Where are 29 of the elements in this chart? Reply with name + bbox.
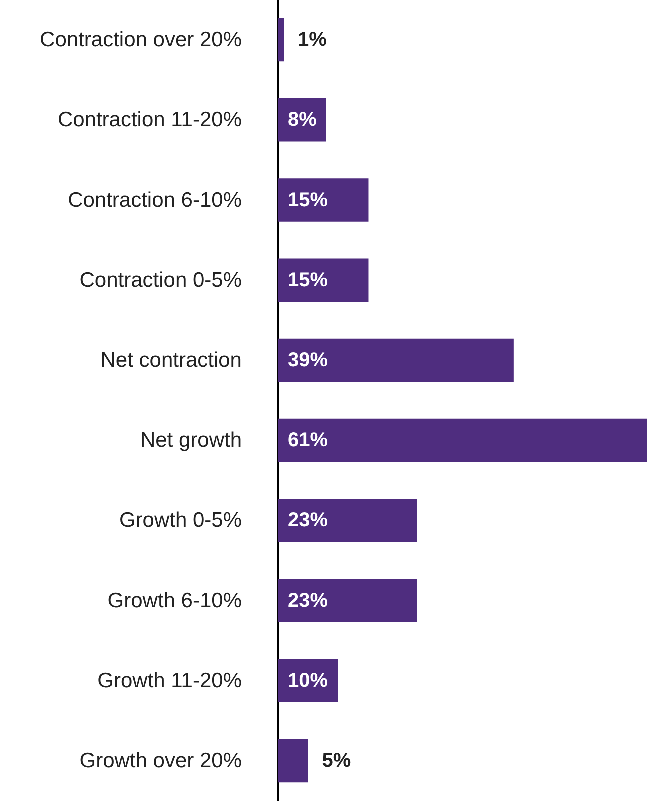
y-tick-label: Growth 11-20% <box>98 669 242 692</box>
y-tick-label: Growth 6-10% <box>108 589 242 612</box>
data-label: 8% <box>288 109 318 132</box>
y-tick-label: Contraction 11-20% <box>58 108 242 132</box>
bar <box>278 258 369 302</box>
y-tick-label: Growth over 20% <box>80 749 242 772</box>
data-label: 39% <box>288 349 328 372</box>
data-label: 10% <box>288 670 328 692</box>
y-tick-label: Net growth <box>140 429 242 452</box>
data-label: 15% <box>288 269 328 292</box>
bar <box>278 499 418 542</box>
bar <box>278 579 418 622</box>
data-label: 15% <box>288 189 328 212</box>
data-label: 5% <box>322 750 352 772</box>
data-label: 23% <box>288 510 328 532</box>
bar <box>278 739 308 783</box>
y-tick-label: Contraction 0-5% <box>80 268 242 292</box>
data-label: 23% <box>288 590 328 612</box>
data-label: 1% <box>298 29 328 52</box>
bar <box>278 178 369 222</box>
bar <box>278 98 326 142</box>
bar <box>278 338 514 382</box>
data-label: 61% <box>288 430 328 452</box>
y-tick-label: Growth 0-5% <box>119 509 242 532</box>
bar <box>278 418 647 462</box>
bar <box>278 18 284 62</box>
y-tick-label: Net contraction <box>100 348 242 372</box>
y-tick-label: Contraction over 20% <box>40 28 242 52</box>
y-tick-label: Contraction 6-10% <box>68 188 242 212</box>
